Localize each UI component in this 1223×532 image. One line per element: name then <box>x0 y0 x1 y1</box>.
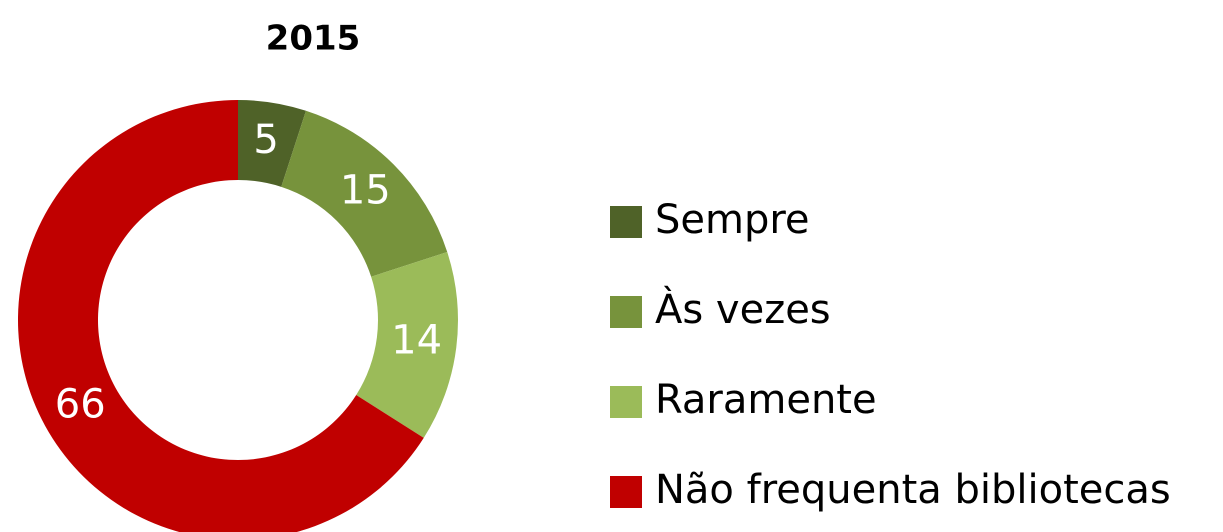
data-label: 14 <box>391 318 442 364</box>
chart-title: 2015 <box>266 19 361 59</box>
legend-swatch <box>610 206 642 238</box>
legend-label: Sempre <box>655 197 810 243</box>
donut-slice <box>238 100 306 187</box>
donut-slice <box>356 252 458 438</box>
legend-swatch <box>610 476 642 508</box>
donut-slice <box>281 110 448 277</box>
donut-slice <box>18 100 424 532</box>
legend-swatch <box>610 386 642 418</box>
data-label: 15 <box>340 168 391 214</box>
data-label: 66 <box>55 382 106 428</box>
legend-swatch <box>610 296 642 328</box>
legend-label: Às vezes <box>655 285 831 333</box>
data-label: 5 <box>253 117 278 163</box>
legend-label: Raramente <box>655 377 877 423</box>
legend-label: Não frequenta bibliotecas <box>655 467 1171 513</box>
